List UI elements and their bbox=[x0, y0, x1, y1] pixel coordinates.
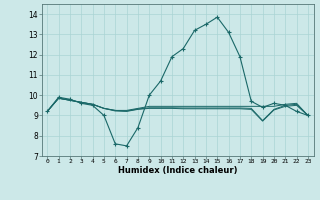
X-axis label: Humidex (Indice chaleur): Humidex (Indice chaleur) bbox=[118, 166, 237, 175]
